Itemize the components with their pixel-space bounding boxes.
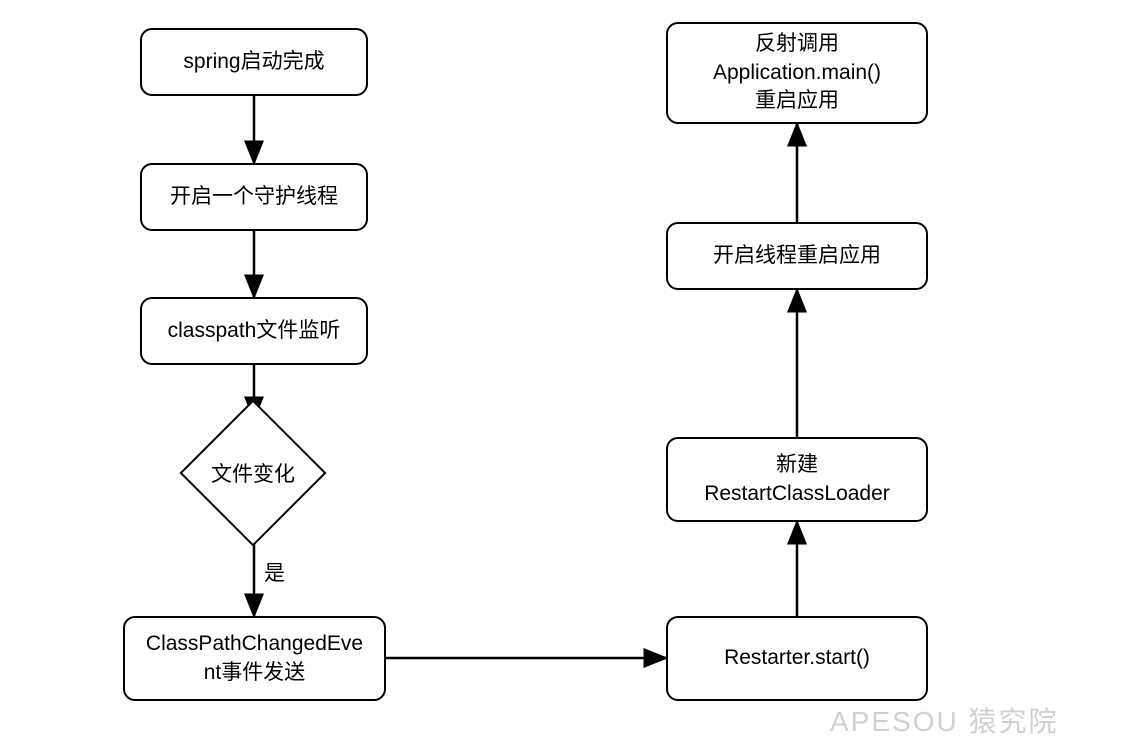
node-n8: 反射调用 Application.main() 重启应用 [666,22,928,124]
edge-label-yes: 是 [264,557,285,587]
watermark-text: APESOU 猿究院 [830,700,1058,740]
flowchart-canvas: spring启动完成开启一个守护线程 classpath文件监听文件变化 Class… [0,0,1127,738]
node-n1: spring启动完成 [140,28,368,96]
node-n2: 开启一个守护线程 [140,163,368,231]
node-n3: classpath文件监听 [140,297,368,365]
decision-d1: 文件变化 [201,421,305,525]
node-n5: Restarter.start() [666,616,928,701]
diamond-label: 文件变化 [201,421,305,525]
node-n6: 新建 RestartClassLoader [666,437,928,522]
node-n4: ClassPathChangedEve nt事件发送 [123,616,386,701]
node-n7: 开启线程重启应用 [666,222,928,290]
